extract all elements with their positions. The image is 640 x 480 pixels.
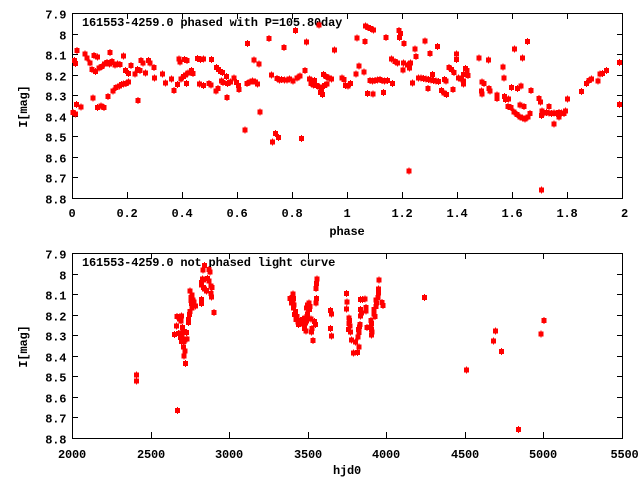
svg-text:1: 1 bbox=[343, 207, 350, 221]
svg-text:0.8: 0.8 bbox=[281, 207, 302, 221]
svg-text:0.2: 0.2 bbox=[116, 207, 137, 221]
svg-text:8.8: 8.8 bbox=[45, 434, 66, 448]
svg-text:8: 8 bbox=[59, 270, 66, 284]
svg-text:3000: 3000 bbox=[215, 448, 243, 462]
svg-text:8: 8 bbox=[59, 30, 66, 44]
svg-text:8.7: 8.7 bbox=[45, 413, 66, 427]
svg-text:2500: 2500 bbox=[137, 448, 165, 462]
svg-text:8.4: 8.4 bbox=[45, 112, 66, 126]
svg-text:0: 0 bbox=[68, 207, 75, 221]
svg-text:8.7: 8.7 bbox=[45, 173, 66, 187]
svg-text:I[mag]: I[mag] bbox=[17, 85, 31, 127]
svg-text:I[mag]: I[mag] bbox=[17, 325, 31, 367]
svg-text:1.4: 1.4 bbox=[446, 207, 467, 221]
svg-text:7.9: 7.9 bbox=[45, 9, 66, 23]
svg-text:hjd0: hjd0 bbox=[333, 464, 361, 478]
svg-text:1.8: 1.8 bbox=[556, 207, 577, 221]
svg-text:4000: 4000 bbox=[372, 448, 400, 462]
svg-text:5500: 5500 bbox=[610, 448, 638, 462]
svg-text:5000: 5000 bbox=[529, 448, 557, 462]
svg-text:8.3: 8.3 bbox=[45, 91, 66, 105]
svg-text:1.2: 1.2 bbox=[391, 207, 412, 221]
svg-text:4500: 4500 bbox=[451, 448, 479, 462]
svg-text:3500: 3500 bbox=[294, 448, 322, 462]
svg-text:8.3: 8.3 bbox=[45, 331, 66, 345]
svg-text:8.6: 8.6 bbox=[45, 393, 66, 407]
svg-text:8.6: 8.6 bbox=[45, 153, 66, 167]
svg-text:8.8: 8.8 bbox=[45, 194, 66, 208]
svg-text:2: 2 bbox=[621, 207, 628, 221]
svg-text:8.5: 8.5 bbox=[45, 132, 66, 146]
svg-text:1.6: 1.6 bbox=[501, 207, 522, 221]
svg-text:7.9: 7.9 bbox=[45, 249, 66, 263]
svg-text:8.2: 8.2 bbox=[45, 71, 66, 85]
svg-text:161553-4259.0 phased with P=10: 161553-4259.0 phased with P=105.80day bbox=[82, 16, 342, 30]
svg-text:161553-4259.0 not phased light: 161553-4259.0 not phased light curve bbox=[82, 256, 335, 270]
svg-text:8.1: 8.1 bbox=[45, 290, 66, 304]
svg-text:phase: phase bbox=[329, 225, 364, 239]
svg-text:0.6: 0.6 bbox=[226, 207, 247, 221]
svg-text:0.4: 0.4 bbox=[171, 207, 192, 221]
svg-text:8.1: 8.1 bbox=[45, 50, 66, 64]
svg-text:8.2: 8.2 bbox=[45, 311, 66, 325]
svg-text:2000: 2000 bbox=[58, 448, 86, 462]
svg-text:8.5: 8.5 bbox=[45, 372, 66, 386]
svg-text:8.4: 8.4 bbox=[45, 352, 66, 366]
